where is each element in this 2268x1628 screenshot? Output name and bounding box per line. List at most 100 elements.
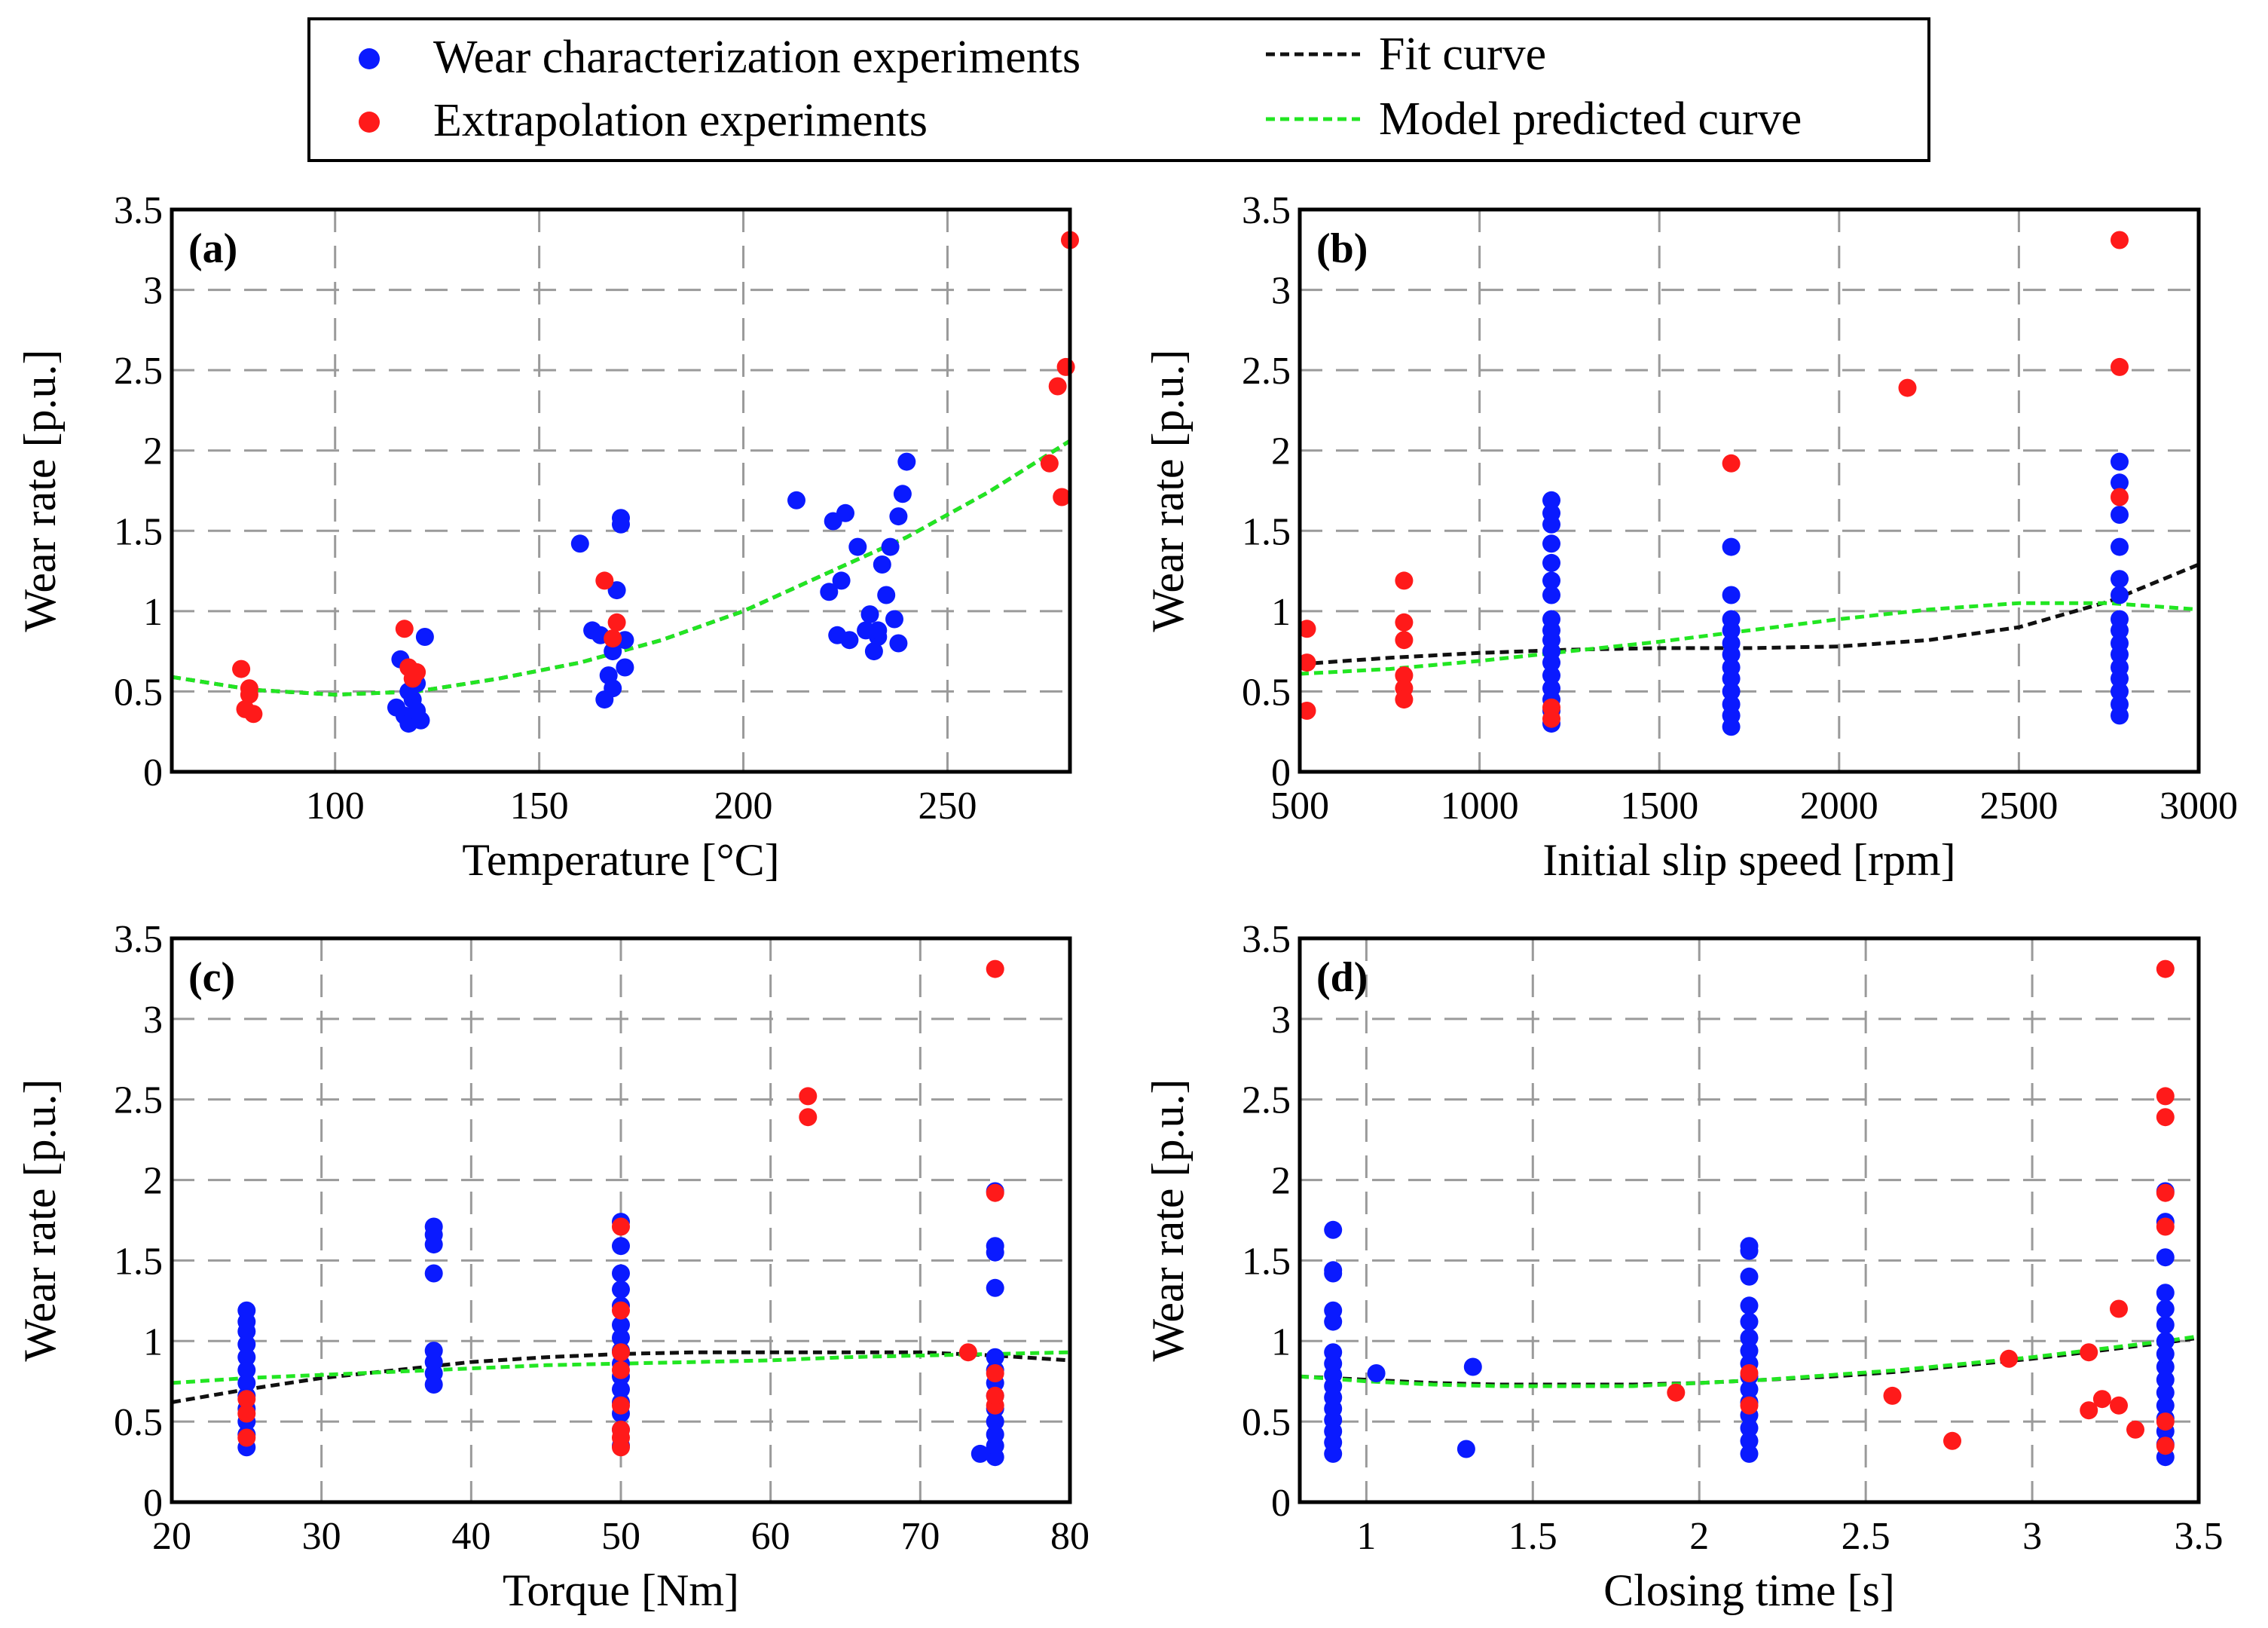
x-axis-label-c: Torque [Nm] [503,1565,739,1615]
extrap-point-d [2000,1349,2019,1368]
wear-point-b [1542,586,1560,604]
extrap-point-d [1667,1383,1686,1402]
extrap-point-a [232,659,251,678]
wear-point-c [424,1264,443,1283]
wear-point-d [1740,1312,1759,1331]
wear-point-b [1722,634,1741,653]
x-tick-label-d: 3.5 [2175,1515,2224,1558]
x-tick-label-a: 250 [918,785,977,828]
wear-point-d [1740,1418,1759,1437]
panel-tag-b: (b) [1316,225,1368,272]
wear-point-b [1542,666,1560,685]
x-tick-label-b: 3000 [2159,785,2238,828]
extrap-point-d [2110,1299,2128,1318]
y-tick-label-c: 1 [143,1320,163,1363]
wear-point-a [897,452,916,471]
wear-point-a [885,610,903,629]
wear-point-b [2111,537,2129,556]
wear-point-c [986,1237,1004,1256]
wear-point-c [237,1373,256,1392]
wear-point-c [986,1412,1004,1431]
wear-point-d [2156,1383,2175,1402]
wear-point-d [1740,1431,1759,1450]
y-axis-label-a: Wear rate [p.u.] [15,350,65,632]
wear-point-c [424,1342,443,1360]
panel-d: 1 1.5 2 2.5 3 3.5 0 0.5 1 1.5 2 2.5 3 3.5 Closing time… [1143,918,2224,1615]
extrap-point-d [2156,1217,2175,1236]
wear-point-d [2156,1315,2175,1334]
wear-point-c [612,1264,630,1283]
extrap-point-c [986,1386,1004,1405]
wear-point-a [604,679,622,698]
wear-point-c [612,1237,630,1256]
extrap-point-b [1722,454,1741,473]
wear-point-c [237,1301,256,1320]
extrap-point-c [612,1396,630,1415]
extrap-point-a [244,705,263,724]
y-tick-label-a: 0.5 [114,671,163,714]
x-tick-label-a: 150 [510,785,569,828]
wear-point-d [1740,1237,1759,1256]
extrap-point-c [986,1183,1004,1202]
wear-point-c [986,1278,1004,1297]
extrap-point-b [1395,690,1414,709]
x-tick-label-d: 3 [2022,1515,2042,1558]
x-tick-label-c: 30 [302,1515,341,1558]
wear-point-d [2156,1284,2175,1302]
extrap-point-b [2111,357,2129,376]
y-tick-label-a: 1.5 [114,510,163,553]
wear-point-a [881,537,900,556]
panel-a: 100 150 200 250 0 0.5 1 1.5 2 2.5 3 3.5 Temperature … [15,189,1079,885]
y-tick-label-a: 2 [143,430,163,473]
extrap-point-b [1395,666,1414,685]
wear-point-d [1324,1301,1343,1320]
x-tick-label-d: 1 [1356,1515,1376,1558]
wear-point-a [411,711,430,730]
model-curve-a [171,439,1071,697]
extrap-point-d [2092,1390,2111,1409]
legend-wear-label: Wear characterization experiments [433,32,1081,83]
legend-model-label: Model predicted curve [1379,93,1802,145]
wear-point-a [889,634,908,653]
model-curve-b [1299,601,2199,676]
extrap-point-a [408,663,426,681]
wear-point-d [2156,1357,2175,1376]
x-axis-label-d: Closing time [s] [1603,1565,1895,1615]
extrap-point-b [1395,571,1414,590]
wear-point-d [1740,1296,1759,1315]
wear-point-b [2111,682,2129,701]
extrap-point-d [1883,1386,1902,1405]
extrap-point-b [1395,631,1414,650]
wear-point-c [612,1380,630,1399]
wear-point-b [1542,503,1560,522]
model-curve-d [1299,1334,2199,1388]
wear-point-d [1456,1440,1475,1458]
legend: Wear characterization experiments Extrap… [307,17,1930,162]
wear-point-b [2111,634,2129,653]
extrap-point-d [2156,1412,2175,1431]
extrap-point-d [1740,1396,1759,1415]
y-axis-label-d: Wear rate [p.u.] [1143,1079,1193,1362]
y-tick-label-c: 1.5 [114,1240,163,1283]
wear-point-a [787,491,805,510]
wear-point-a [864,642,883,661]
plot-area-b [1300,210,2199,772]
y-tick-label-c: 2.5 [114,1079,163,1122]
extrap-point-c [237,1390,256,1409]
y-tick-label-d: 2 [1271,1160,1291,1203]
wear-point-d [2156,1299,2175,1318]
extrap-point-c [986,1364,1004,1382]
x-axis-label-b: Initial slip speed [rpm] [1542,835,1955,885]
extrap-point-a [607,613,626,632]
y-tick-label-b: 3 [1271,270,1291,313]
wear-point-a [415,628,434,646]
x-tick-label-b: 2500 [1979,785,2058,828]
wear-point-c [237,1348,256,1366]
extrap-point-b [2111,231,2129,249]
extrap-point-a [1048,377,1067,396]
wear-point-a [832,571,851,590]
y-tick-label-c: 2 [143,1160,163,1203]
extrap-point-c [958,1343,977,1362]
wear-point-d [2156,1248,2175,1267]
extrap-point-c [237,1404,256,1423]
